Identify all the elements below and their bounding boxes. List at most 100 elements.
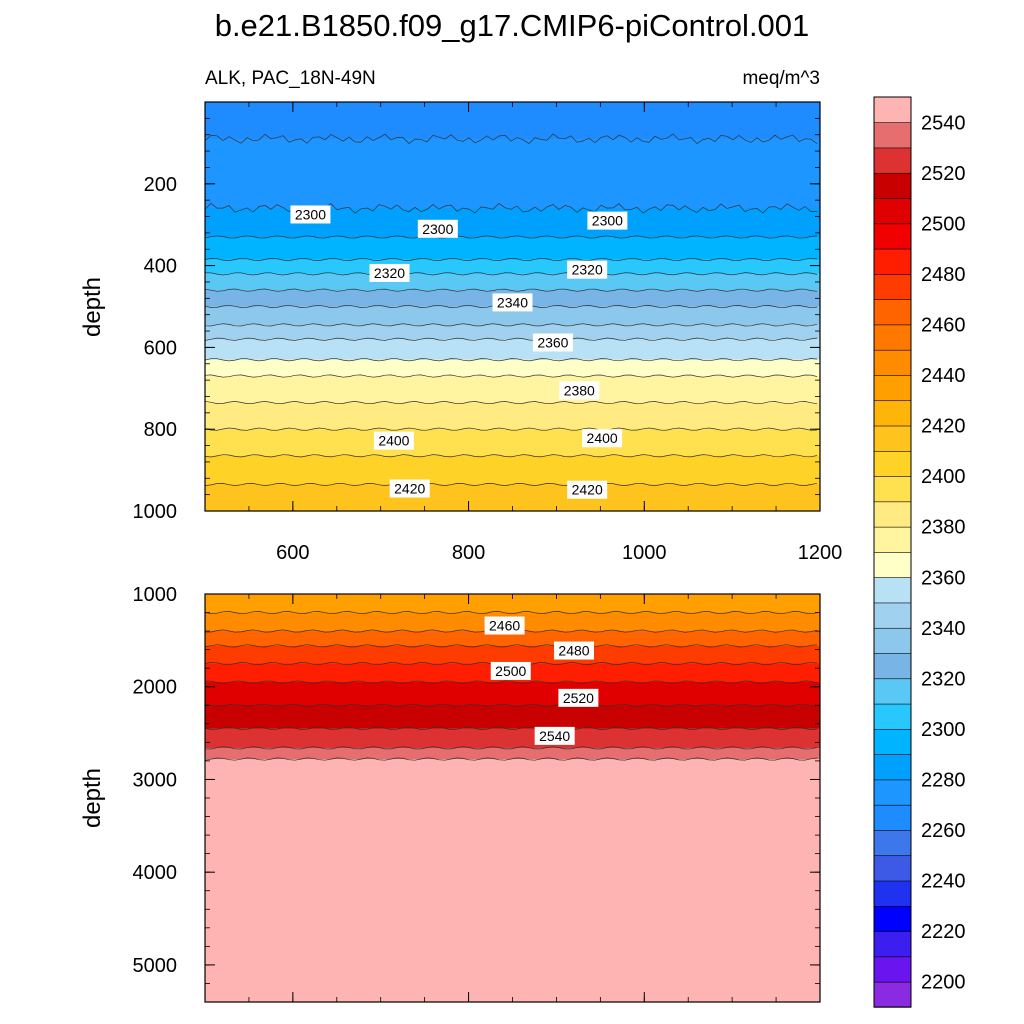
- top-contour-line-15: [204, 482, 818, 486]
- bottom-axes: 1000 2000 3000 4000 5000: [133, 584, 821, 1003]
- top-contour-line-3: [204, 235, 818, 239]
- colorbar-label-13: 2460: [921, 315, 966, 337]
- colorbar-label-16: 2520: [921, 163, 966, 185]
- bottom-contour-label-4: 2540: [534, 726, 575, 745]
- colorbar-swatch-11: [873, 703, 912, 730]
- top-contour-line-1: [204, 133, 818, 145]
- colorbar-swatch-15: [873, 602, 912, 629]
- top-ytick-label-3: 800: [144, 419, 177, 441]
- bottom-contour-line-3: [204, 644, 818, 648]
- colorbar-swatch-22: [873, 425, 912, 452]
- bottom-band-2: [205, 631, 820, 647]
- top-contour-label-text-7: 2380: [564, 382, 595, 398]
- top-contour-label-8: 2400: [373, 431, 414, 450]
- bottom-contour-line-7: [204, 726, 818, 730]
- top-contour-label-4: 2320: [567, 260, 608, 279]
- top-contour-line-5: [204, 272, 818, 276]
- colorbar-label-9: 2380: [921, 517, 966, 539]
- top-band-3: [205, 236, 820, 261]
- top-xtick-label-0: 600: [276, 542, 309, 564]
- top-contour-label-text-3: 2320: [374, 265, 405, 281]
- bottom-ytick-label-4: 5000: [133, 955, 178, 977]
- colorbar-swatch-25: [873, 349, 912, 376]
- top-axes: 200 400 600 800 1000 600 800 1000 1200: [133, 101, 843, 564]
- colorbar-swatch-28: [873, 273, 912, 300]
- top-band-10: [205, 359, 820, 377]
- top-contour-label-text-11: 2420: [572, 482, 603, 498]
- top-ytick-label-0: 200: [144, 174, 177, 196]
- bottom-contour-labels: 2460 2480 2500 2520 2540: [484, 616, 599, 745]
- colorbar-swatch-4: [873, 880, 912, 907]
- chart-title: b.e21.B1850.f09_g17.CMIP6-piControl.001: [215, 8, 810, 43]
- colorbar-label-14: 2480: [921, 264, 966, 286]
- top-contour-fill: [205, 102, 820, 512]
- top-contour-label-text-0: 2300: [295, 206, 326, 222]
- top-band-13: [205, 429, 820, 457]
- colorbar-swatch-35: [873, 96, 912, 123]
- top-contour-line-4: [204, 257, 818, 261]
- colorbar-swatch-24: [873, 374, 912, 402]
- top-contour-label-text-8: 2400: [378, 433, 409, 449]
- bottom-contour-label-1: 2480: [554, 641, 594, 660]
- top-xtick-label-3: 1200: [798, 542, 843, 564]
- colorbar-label-7: 2340: [921, 618, 966, 640]
- bottom-band-0: [205, 594, 820, 614]
- colorbar-swatch-27: [873, 298, 912, 326]
- colorbar-swatch-33: [873, 147, 912, 174]
- top-contour-line-10: [204, 358, 818, 362]
- colorbar-swatch-26: [873, 324, 912, 351]
- bottom-band-3: [205, 645, 820, 665]
- top-band-0: [205, 102, 820, 140]
- colorbar-swatch-14: [873, 627, 912, 654]
- colorbar-swatch-2: [873, 930, 912, 958]
- colorbar-swatch-19: [873, 501, 912, 528]
- colorbar-swatch-6: [873, 829, 912, 857]
- top-contour-label-6: 2360: [532, 333, 573, 352]
- bottom-contour-line-1: [204, 611, 818, 615]
- top-contour-label-7: 2380: [559, 381, 600, 400]
- bottom-contour-line-5: [204, 680, 818, 684]
- bottom-contour-label-3: 2520: [558, 688, 599, 707]
- top-contour-lines: [204, 133, 818, 486]
- colorbar-swatch-7: [873, 804, 912, 831]
- bottom-band-8: [205, 747, 820, 760]
- top-contour-label-5: 2340: [492, 293, 533, 312]
- bottom-contour-label-2: 2500: [490, 661, 531, 680]
- colorbar-label-3: 2260: [921, 820, 966, 842]
- top-contour-label-9: 2400: [582, 429, 623, 448]
- bottom-ytick-label-3: 4000: [133, 862, 178, 884]
- top-contour-line-11: [204, 374, 818, 378]
- colorbar-swatch-18: [873, 526, 912, 553]
- colorbar-swatch-0: [873, 981, 912, 1008]
- bottom-ytick-label-2: 3000: [133, 769, 178, 791]
- top-panel: ALK, PAC_18N-49N meq/m^3 depth 230023002…: [79, 68, 842, 564]
- colorbar-swatch-34: [873, 121, 912, 149]
- top-ytick-label-2: 600: [144, 337, 177, 359]
- top-contour-label-text-9: 2400: [587, 430, 618, 446]
- top-band-11: [205, 376, 820, 404]
- colorbar-label-10: 2400: [921, 466, 966, 488]
- colorbar: 2200 2220 2240 2260 2280 2300 2320 2340 2360 2380…: [873, 96, 966, 1008]
- colorbar-swatch-21: [873, 450, 912, 477]
- top-band-5: [205, 273, 820, 291]
- bottom-panel: depth 2460 2480 2500 2520 2540 1000 2000 3000 4…: [79, 584, 821, 1003]
- top-contour-label-0: 2300: [290, 205, 331, 224]
- bottom-contour-label-text-2: 2500: [495, 663, 526, 679]
- top-band-9: [205, 339, 820, 361]
- colorbar-swatch-29: [873, 248, 912, 275]
- top-contour-label-10: 2420: [389, 479, 430, 498]
- colorbar-swatch-17: [873, 551, 912, 578]
- top-panel-ylabel: depth: [79, 277, 106, 337]
- bottom-contour-fill: [205, 594, 820, 1003]
- colorbar-swatch-8: [873, 779, 912, 806]
- top-contour-line-6: [204, 288, 818, 292]
- colorbar-swatch-3: [873, 905, 912, 932]
- top-xtick-label-2: 1000: [622, 542, 667, 564]
- top-band-7: [205, 306, 820, 326]
- top-ytick-label-1: 400: [144, 256, 177, 278]
- colorbar-label-5: 2300: [921, 719, 966, 741]
- bottom-band-7: [205, 728, 820, 749]
- top-contour-label-text-10: 2420: [394, 481, 425, 497]
- colorbar-swatch-16: [873, 576, 912, 604]
